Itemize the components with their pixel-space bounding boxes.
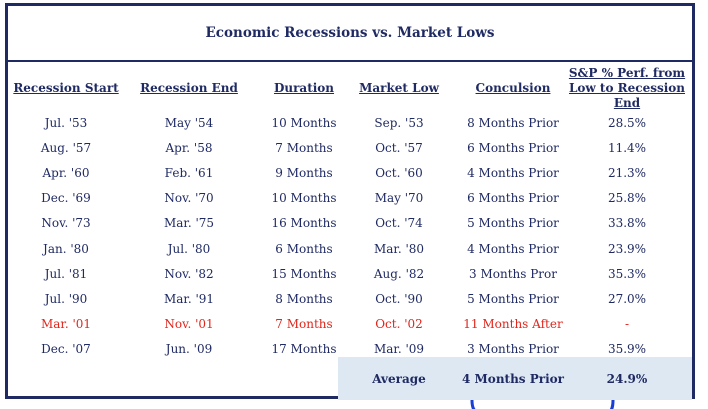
table-row: Dec. '07 Jun. '09 17 Months Mar. '09 3 Month… [8, 337, 692, 362]
table-row: Mar. '01 Nov. '01 7 Months Oct. '02 11 Month… [8, 312, 692, 337]
header-market-low: Market Low [359, 80, 439, 95]
cell-conclusion: 4 Months Prior [467, 241, 559, 256]
cell-conclusion: 6 Months Prior [467, 191, 559, 206]
header-sp-perf: S&P % Perf. from Low to Recession End [568, 65, 686, 110]
cell-duration: 15 Months [271, 266, 337, 281]
cell-duration: 7 Months [275, 317, 333, 332]
cell-recession-start: Jul. '53 [44, 115, 88, 130]
cell-sp-perf: 35.9% [607, 342, 647, 357]
cell-conclusion: 8 Months Prior [467, 115, 559, 130]
cell-duration: 10 Months [271, 115, 337, 130]
cell-market-low: Mar. '80 [373, 241, 425, 256]
table-row: Jul. '90 Mar. '91 8 Months Oct. '90 5 Months… [8, 286, 692, 311]
cell-duration: 9 Months [275, 165, 333, 180]
cell-conclusion: 3 Months Prior [467, 342, 559, 357]
table-row: Dec. '69 Nov. '70 10 Months May '70 6 Months… [8, 186, 692, 211]
cell-market-low: Oct. '60 [375, 165, 423, 180]
header-recession-start: Recession Start [13, 80, 119, 95]
cell-market-low: Oct. '90 [375, 291, 423, 306]
cell-sp-perf: 23.9% [607, 241, 647, 256]
average-label: Average [372, 371, 426, 386]
table-row: Jan. '80 Jul. '80 6 Months Mar. '80 4 Months… [8, 236, 692, 261]
cell-recession-end: Feb. '61 [164, 165, 214, 180]
cell-recession-end: Jul. '80 [167, 241, 211, 256]
cell-market-low: Oct. '74 [375, 216, 423, 231]
cell-duration: 17 Months [271, 342, 337, 357]
header-duration: Duration [273, 80, 335, 95]
cell-market-low: Mar. '09 [373, 342, 425, 357]
cell-recession-end: Mar. '91 [163, 291, 215, 306]
cell-sp-perf: - [624, 317, 630, 332]
cell-sp-perf: 11.4% [607, 140, 647, 155]
cell-sp-perf: 25.8% [607, 191, 647, 206]
average-conclusion: 4 Months Prior [462, 371, 564, 386]
table-row: Aug. '57 Apr. '58 7 Months Oct. '57 6 Months… [8, 135, 692, 160]
cell-market-low: Oct. '57 [375, 140, 423, 155]
cell-market-low: Oct. '02 [375, 317, 423, 332]
average-row-background [338, 357, 692, 400]
cell-conclusion: 6 Months Prior [467, 140, 559, 155]
cell-recession-end: Nov. '70 [164, 191, 214, 206]
cell-recession-start: Apr. '60 [42, 165, 90, 180]
cell-market-low: Aug. '82 [373, 266, 425, 281]
cell-recession-start: Dec. '69 [41, 191, 91, 206]
cell-recession-start: Aug. '57 [40, 140, 92, 155]
table-frame: Economic Recessions vs. Market Lows Rece… [5, 3, 695, 400]
cell-recession-start: Nov. '73 [41, 216, 91, 231]
cell-recession-start: Mar. '01 [40, 317, 92, 332]
cell-sp-perf: 28.5% [607, 115, 647, 130]
annotation-bracket-path [470, 399, 615, 409]
cell-duration: 10 Months [271, 191, 337, 206]
table-header: Recession Start Recession End Duration M… [8, 65, 692, 110]
cell-duration: 16 Months [271, 216, 337, 231]
cell-conclusion: 3 Months Pror [469, 266, 557, 281]
cell-duration: 8 Months [275, 291, 333, 306]
cell-recession-end: Nov. '01 [164, 317, 214, 332]
average-perf: 24.9% [606, 371, 648, 386]
table-row: Apr. '60 Feb. '61 9 Months Oct. '60 4 Months… [8, 160, 692, 185]
cell-sp-perf: 27.0% [607, 291, 647, 306]
cell-sp-perf: 21.3% [607, 165, 647, 180]
cell-market-low: Sep. '53 [374, 115, 424, 130]
cell-duration: 6 Months [275, 241, 333, 256]
cell-conclusion: 11 Months After [463, 317, 563, 332]
cell-recession-end: Mar. '75 [163, 216, 215, 231]
cell-duration: 7 Months [275, 140, 333, 155]
header-conclusion: Conculsion [475, 80, 551, 95]
page-title: Economic Recessions vs. Market Lows [205, 25, 495, 41]
cell-recession-start: Dec. '07 [41, 342, 91, 357]
cell-sp-perf: 35.3% [607, 266, 647, 281]
cell-conclusion: 4 Months Prior [467, 165, 559, 180]
table-row: Jul. '81 Nov. '82 15 Months Aug. '82 3 Month… [8, 261, 692, 286]
table-row: Nov. '73 Mar. '75 16 Months Oct. '74 5 Month… [8, 211, 692, 236]
cell-recession-start: Jan. '80 [43, 241, 89, 256]
cell-conclusion: 5 Months Prior [467, 291, 559, 306]
cell-market-low: May '70 [374, 191, 424, 206]
cell-recession-end: Nov. '82 [164, 266, 214, 281]
cell-sp-perf: 33.8% [607, 216, 647, 231]
header-recession-end: Recession End [140, 80, 238, 95]
cell-recession-end: May '54 [164, 115, 214, 130]
cell-recession-end: Apr. '58 [165, 140, 213, 155]
table-row: Jul. '53 May '54 10 Months Sep. '53 8 Months… [8, 110, 692, 135]
cell-recession-start: Jul. '90 [44, 291, 88, 306]
cell-conclusion: 5 Months Prior [467, 216, 559, 231]
title-bar: Economic Recessions vs. Market Lows [8, 6, 692, 62]
cell-recession-start: Jul. '81 [44, 266, 88, 281]
cell-recession-end: Jun. '09 [165, 342, 213, 357]
